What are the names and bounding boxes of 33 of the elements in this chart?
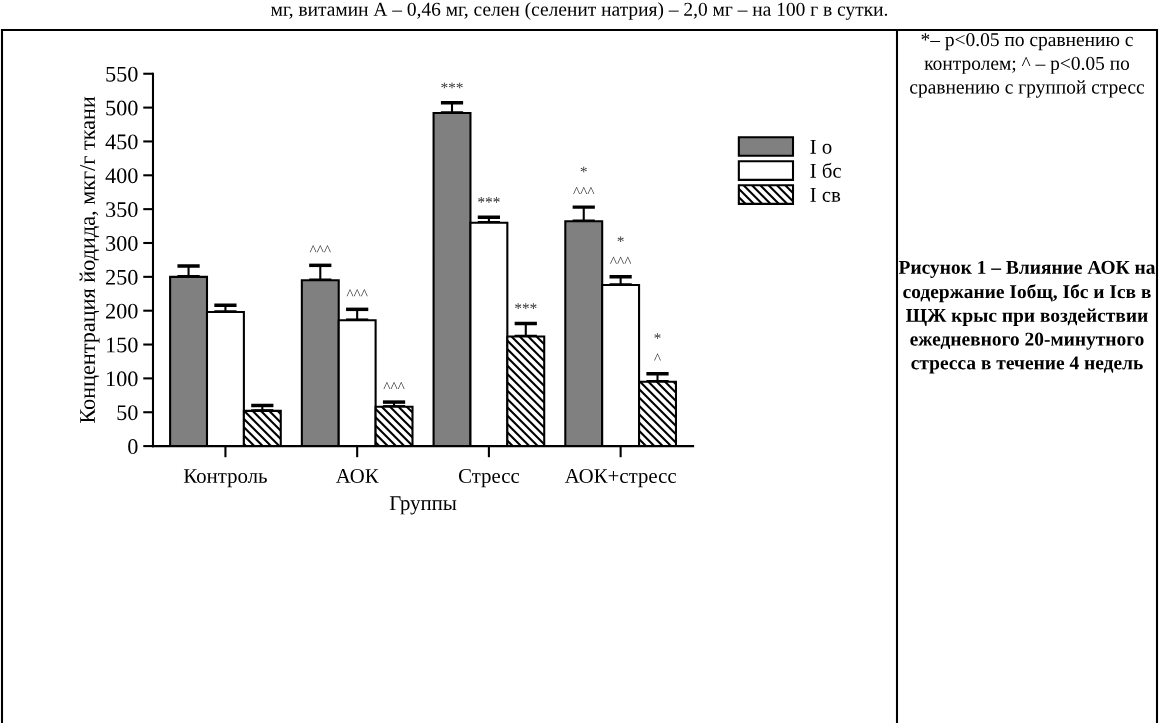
data-label: *** [515,303,537,309]
y-tick-label: 0 [128,439,138,455]
legend-label: I бс [810,162,842,178]
text: мг, витамин А – 0,46 мг, селен (селенит натрия) – 2,0 мг – на 100 г в сутки. [271,2,888,20]
text: *– p<0.05 по сравнению с контролем; ^ – p<0.05 по сравнению с группой стресс [910,33,1145,98]
x-tick-label: Стресс [458,468,520,488]
text: Рисунок 1 – Влияние АОК на содержание Iобщ, Iбс и Iсв в ЩЖ крыс при воздействии ежедневного 20-минутного стресса в течение 4 недель [898,260,1156,374]
y-tick-label: 550 [106,66,138,82]
legend-label: I о [810,139,832,154]
data-label: *** [441,82,463,89]
y-tick-label: 500 [106,100,138,116]
y-tick-label: 450 [105,134,138,150]
data-label: *** [478,197,500,203]
data-label: * ^^^ [610,236,632,264]
data-label: ^^^ [309,245,331,253]
y-tick-label: 200 [106,303,138,319]
y-axis-title: Концентрация йодида, мкг/г ткани [79,96,100,423]
x-tick-label: Контроль [183,469,267,488]
y-tick-label: 100 [107,371,138,387]
x-tick-label: АОК [335,468,379,483]
y-tick-label: 300 [106,235,138,251]
x-tick-label: АОК+стресс [564,468,676,488]
data-label: ^^^ [383,381,405,389]
y-tick-label: 400 [105,168,138,184]
x-axis-title: Группы [389,496,457,515]
data-label: ^^^ [346,289,368,297]
y-tick-label: 150 [107,337,138,353]
y-tick-label: 350 [106,202,138,218]
legend-label: I св [810,188,841,202]
y-tick-label: 50 [117,405,138,421]
data-label: * ^ [654,333,661,361]
data-label: * ^^^ [573,166,595,195]
y-tick-label: 250 [106,269,138,285]
